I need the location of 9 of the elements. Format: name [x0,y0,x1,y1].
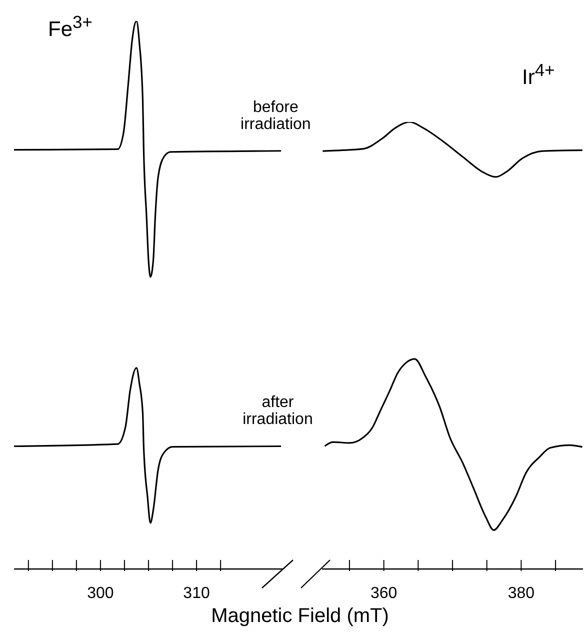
text: Ir$^{4+}$ [522,60,555,90]
x-tick-label: 310 [183,585,210,602]
series-label: before irradiation [240,98,312,134]
x-axis-title: Magnetic Field (mT) [210,605,390,628]
annotation: Fe$^{3+}$ [48,12,92,42]
x-tick-label: 360 [370,585,398,602]
x-tick-label: 300 [87,585,114,602]
series-label: after irradiation [242,393,314,428]
x-tick-label: 380 [508,585,535,602]
